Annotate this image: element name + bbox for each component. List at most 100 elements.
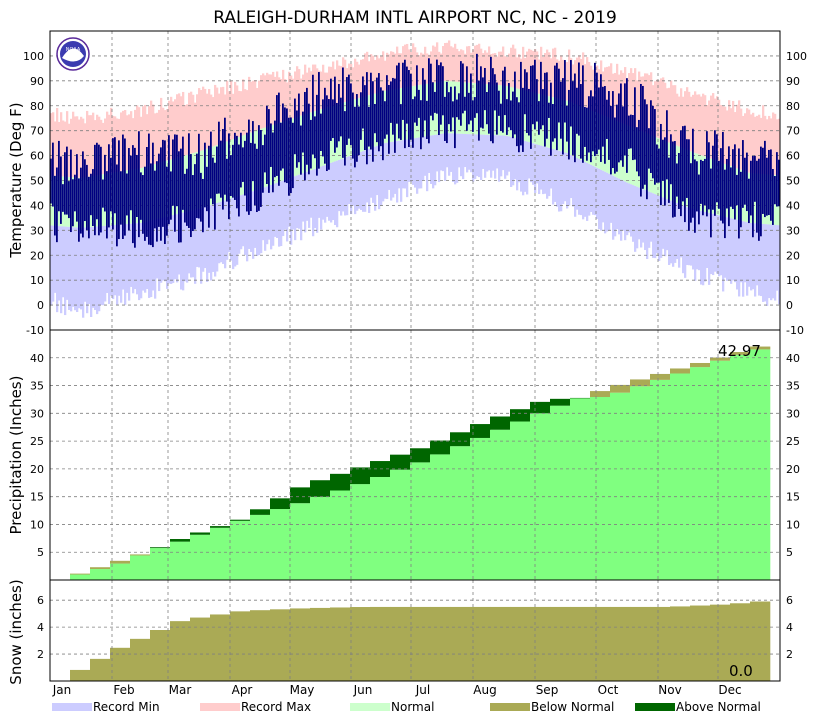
record-min-bar: [216, 203, 219, 272]
observed-temp-bar: [264, 134, 266, 173]
month-label: Jan: [52, 683, 72, 697]
y-tick-label-right: 2: [786, 648, 793, 661]
month-labels: Jan Feb Mar Apr May Jun Jul Aug Sep Oct Nov Dec: [52, 683, 742, 697]
observed-temp-bar: [776, 152, 778, 207]
record-max-bar: [144, 104, 147, 167]
record-min-bar: [218, 202, 221, 264]
record-max-bar: [90, 115, 93, 177]
record-max-bar: [756, 115, 759, 174]
record-max-bar: [758, 114, 761, 174]
below-normal-step: [350, 607, 371, 681]
record-max-bar: [60, 112, 63, 177]
observed-temp-bar: [496, 82, 498, 135]
observed-temp-bar: [60, 156, 62, 224]
observed-temp-bar: [328, 99, 330, 170]
snow-panel: 2 2 4 4 6 6 Snow (inches) 0.0: [7, 579, 793, 684]
record-min-bar: [128, 223, 131, 301]
normal-area-step: [90, 569, 111, 580]
observed-temp-bar: [110, 157, 112, 212]
record-max-bar: [628, 73, 631, 127]
observed-temp-bar: [170, 171, 172, 220]
record-min-bar: [590, 164, 593, 213]
observed-temp-bar: [224, 117, 226, 195]
record-max-bar: [62, 120, 65, 177]
record-min-bar: [514, 138, 517, 180]
below-normal-step: [610, 606, 631, 681]
record-max-bar: [238, 90, 241, 137]
observed-temp-bar: [552, 104, 554, 142]
observed-temp-bar: [432, 82, 434, 121]
observed-temp-bar: [526, 72, 528, 133]
record-min-bar: [668, 199, 671, 265]
month-label: Feb: [113, 683, 134, 697]
record-max-bar: [314, 64, 317, 112]
record-min-bar: [600, 169, 603, 231]
record-min-bar: [222, 201, 225, 264]
record-max-bar: [694, 91, 697, 153]
record-max-bar: [434, 46, 437, 83]
record-min-bar: [700, 210, 703, 285]
record-max-bar: [390, 51, 393, 90]
observed-temp-bar: [412, 99, 414, 148]
record-max-bar: [656, 79, 659, 138]
record-min-bar: [686, 207, 689, 266]
observed-temp-bar: [740, 171, 742, 228]
observed-temp-bar: [74, 174, 76, 212]
record-max-bar: [292, 78, 295, 119]
record-min-bar: [220, 201, 223, 263]
legend-swatch: [52, 703, 92, 711]
observed-temp-bar: [380, 87, 382, 147]
below-normal-step: [70, 573, 91, 575]
above-normal-step: [530, 401, 551, 414]
record-min-bar: [394, 141, 397, 194]
month-label: Apr: [232, 683, 253, 697]
record-min-bar: [56, 225, 59, 313]
observed-temp-bar: [54, 175, 56, 236]
record-min-bar: [82, 227, 85, 318]
record-max-bar: [340, 66, 343, 104]
observed-temp-bar: [528, 88, 530, 136]
record-max-bar: [408, 49, 411, 87]
record-max-bar: [120, 112, 123, 172]
observed-temp-bar: [334, 76, 336, 153]
record-max-bar: [744, 113, 747, 172]
above-normal-step: [450, 432, 471, 447]
observed-temp-bar: [568, 89, 570, 160]
y-tick-label: 6: [37, 594, 44, 607]
observed-temp-bar: [722, 131, 724, 224]
observed-temp-bar: [728, 146, 730, 227]
record-min-bar: [384, 143, 387, 199]
observed-temp-bar: [96, 142, 98, 220]
record-min-bar: [154, 219, 157, 299]
below-normal-step: [610, 384, 631, 393]
observed-temp-bar: [712, 145, 714, 210]
observed-temp-bar: [754, 155, 756, 202]
y-tick-label: 80: [30, 100, 44, 113]
record-max-bar: [84, 123, 87, 178]
observed-temp-bar: [606, 99, 608, 139]
record-max-bar: [670, 80, 673, 144]
record-max-bar: [420, 52, 423, 85]
record-max-bar: [576, 57, 579, 105]
observed-temp-bar: [262, 145, 264, 193]
record-min-bar: [268, 185, 271, 240]
record-min-bar: [516, 138, 519, 191]
observed-temp-bar: [632, 115, 634, 161]
record-min-bar: [656, 194, 659, 254]
observed-temp-bar: [344, 111, 346, 166]
observed-temp-bar: [194, 164, 196, 230]
observed-temp-bar: [112, 138, 114, 230]
record-min-bar: [554, 149, 557, 202]
record-max-bar: [182, 91, 185, 157]
record-min-bar: [208, 205, 211, 273]
record-min-bar: [424, 136, 427, 176]
record-min-bar: [626, 182, 629, 236]
observed-temp-bar: [310, 119, 312, 169]
observed-temp-bar: [386, 75, 388, 135]
record-min-bar: [176, 214, 179, 283]
record-min-bar: [578, 158, 581, 215]
observed-temp-bar: [52, 142, 54, 207]
record-max-bar: [692, 94, 695, 153]
y-tick-label: 40: [30, 352, 44, 365]
record-min-bar: [540, 145, 543, 190]
